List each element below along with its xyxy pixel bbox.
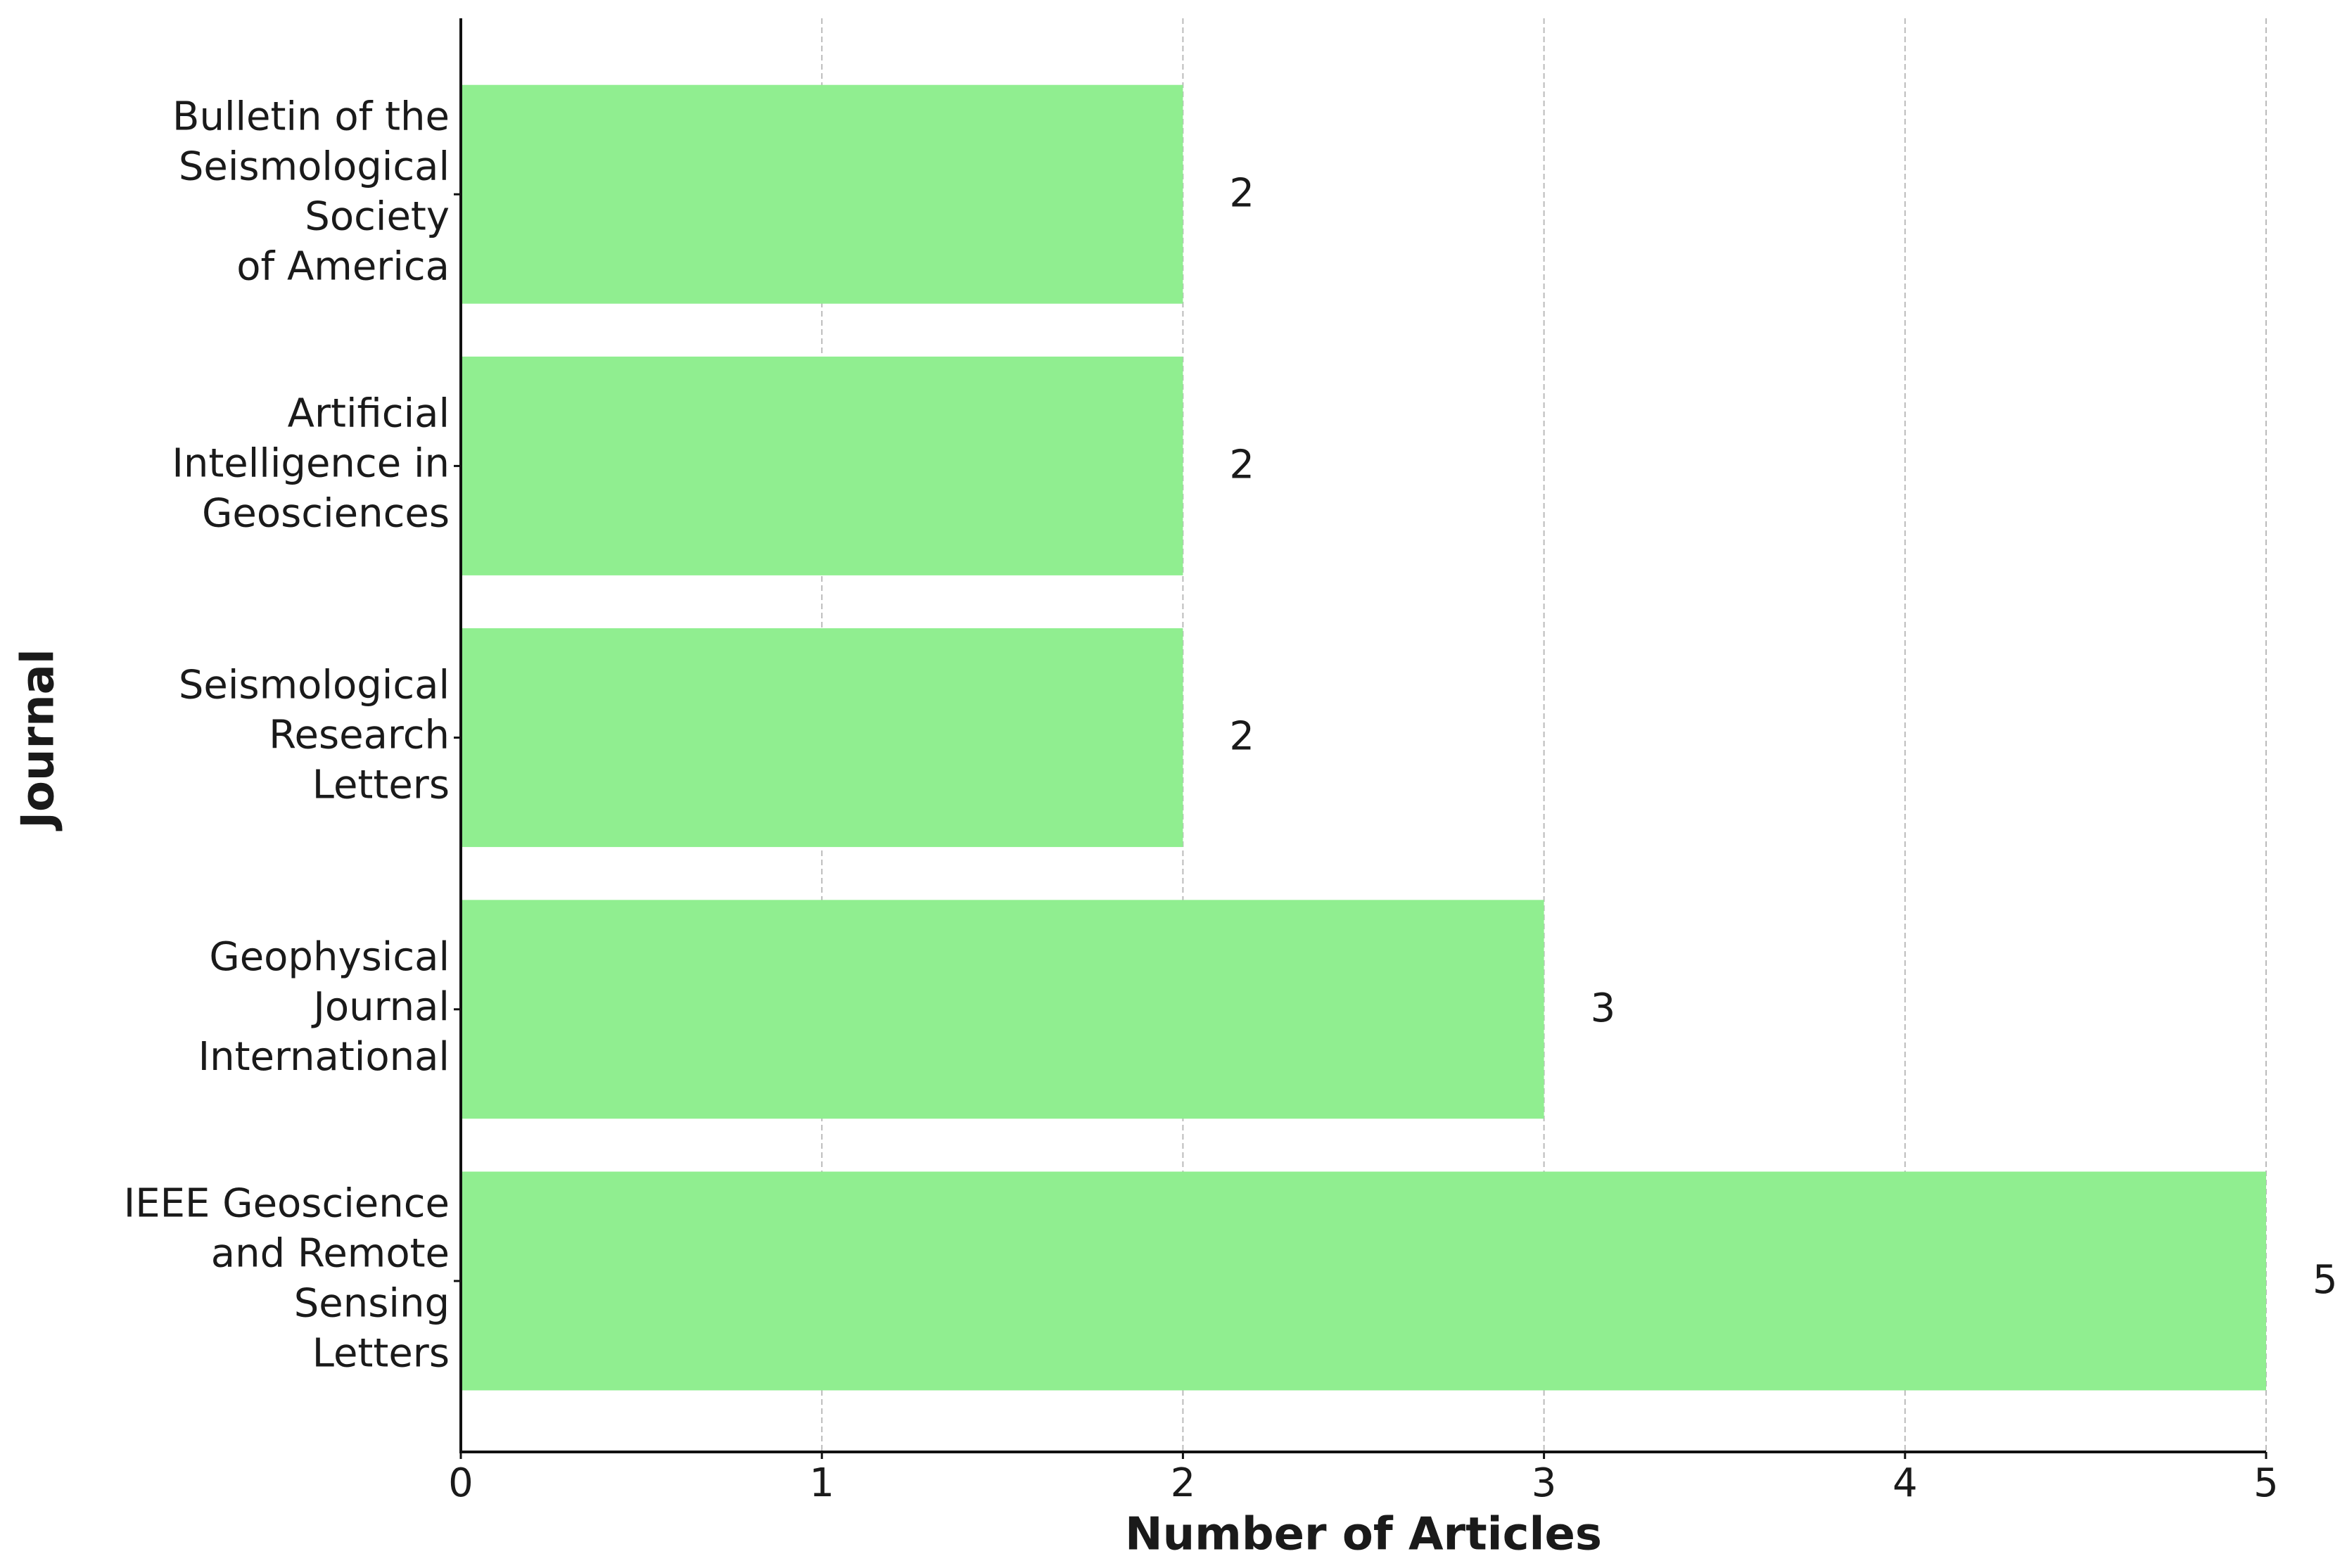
x-tick-label: 0 bbox=[448, 1460, 473, 1506]
y-axis-title: Journal bbox=[13, 649, 65, 831]
y-tick-label: Bulletin of the Seismological Society of Am… bbox=[172, 94, 450, 290]
value-label: 2 bbox=[1229, 442, 1254, 488]
y-tick-label: IEEE Geoscience and Remote Sensing Letters bbox=[124, 1181, 450, 1377]
y-tick-label: Seismological Research Letters bbox=[179, 663, 450, 808]
x-axis-title: Number of Articles bbox=[1125, 1509, 1602, 1561]
x-tick-label: 4 bbox=[1893, 1460, 1918, 1506]
value-label: 2 bbox=[1229, 170, 1254, 216]
bar bbox=[461, 628, 1183, 848]
y-tick-label: Artificial Intelligence in Geosciences bbox=[172, 391, 450, 537]
x-tick-label: 1 bbox=[809, 1460, 834, 1506]
x-tick-label: 5 bbox=[2253, 1460, 2279, 1506]
value-label: 5 bbox=[2313, 1257, 2338, 1303]
bar bbox=[461, 900, 1544, 1119]
bar bbox=[461, 1171, 2266, 1391]
value-label: 3 bbox=[1591, 986, 1616, 1031]
bar bbox=[461, 356, 1183, 575]
y-tick-label: Geophysical Journal International bbox=[198, 934, 450, 1080]
x-tick-label: 3 bbox=[1532, 1460, 1557, 1506]
value-label: 2 bbox=[1229, 714, 1254, 760]
bar bbox=[461, 84, 1183, 304]
x-tick-label: 2 bbox=[1171, 1460, 1196, 1506]
